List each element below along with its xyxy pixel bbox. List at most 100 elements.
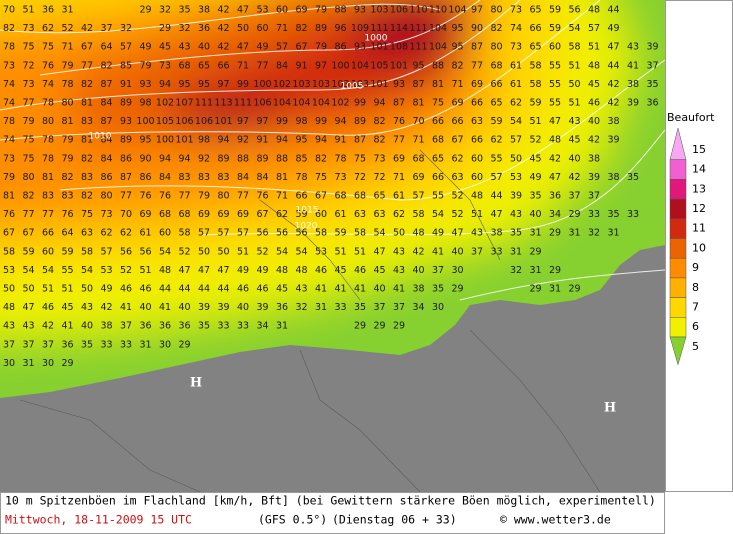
grid-value: 31 (22, 358, 34, 369)
grid-value: 76 (61, 209, 73, 220)
grid-value: 78 (3, 116, 15, 127)
grid-value: 59 (61, 246, 73, 257)
legend: Beaufort 15 14 13 12 11 10 9 8 7 6 5 (667, 111, 715, 366)
grid-value: 105 (156, 116, 174, 127)
grid-value: 42 (412, 246, 424, 257)
grid-value: 41 (159, 302, 171, 313)
grid-value: 75 (315, 172, 327, 183)
grid-value: 79 (3, 172, 15, 183)
grid-value: 57 (237, 228, 249, 239)
grid-value: 79 (315, 5, 327, 16)
grid-value: 82 (3, 23, 15, 34)
grid-value: 104 (312, 98, 330, 109)
grid-value: 80 (490, 42, 502, 53)
grid-value: 82 (373, 116, 385, 127)
grid-value: 36 (646, 98, 658, 109)
grid-value: 91 (295, 60, 307, 71)
grid-value: 72 (22, 60, 34, 71)
grid-value: 30 (42, 358, 54, 369)
grid-value: 54 (510, 116, 522, 127)
grid-value: 70 (120, 209, 132, 220)
grid-value: 42 (549, 153, 561, 164)
grid-value: 46 (354, 265, 366, 276)
grid-value: 73 (3, 60, 15, 71)
grid-value: 100 (331, 60, 349, 71)
grid-value: 46 (315, 265, 327, 276)
grid-value: 93 (139, 79, 151, 90)
grid-value: 75 (354, 153, 366, 164)
grid-value: 33 (334, 302, 346, 313)
grid-value: 73 (100, 209, 112, 220)
grid-value: 89 (315, 23, 327, 34)
grid-value: 62 (451, 153, 463, 164)
grid-value: 66 (471, 135, 483, 146)
grid-value: 67 (256, 209, 268, 220)
grid-value: 81 (42, 172, 54, 183)
grid-value: 76 (42, 60, 54, 71)
grid-value: 69 (393, 153, 405, 164)
grid-value: 89 (120, 98, 132, 109)
grid-value: 68 (490, 60, 502, 71)
grid-value: 87 (120, 172, 132, 183)
grid-value: 78 (42, 153, 54, 164)
legend-swatch (669, 159, 687, 180)
grid-value: 31 (529, 228, 541, 239)
grid-value: 62 (510, 98, 522, 109)
grid-value: 29 (451, 284, 463, 295)
grid-value: 71 (276, 191, 288, 202)
grid-value: 77 (42, 209, 54, 220)
grid-value: 102 (273, 79, 291, 90)
grid-value: 104 (292, 98, 310, 109)
grid-value: 67 (451, 135, 463, 146)
grid-value: 93 (354, 5, 366, 16)
grid-value: 63 (451, 172, 463, 183)
legend-label: 10 (692, 241, 706, 254)
grid-value: 82 (81, 191, 93, 202)
grid-value: 35 (354, 302, 366, 313)
grid-value: 32 (295, 302, 307, 313)
grid-value: 95 (198, 79, 210, 90)
grid-value: 50 (393, 228, 405, 239)
legend-swatch (669, 257, 687, 279)
grid-value: 77 (178, 191, 190, 202)
grid-value: 41 (334, 284, 346, 295)
grid-value: 84 (159, 172, 171, 183)
grid-value: 61 (510, 60, 522, 71)
grid-value: 73 (334, 172, 346, 183)
grid-value: 96 (334, 23, 346, 34)
grid-value: 61 (393, 191, 405, 202)
grid-value: 87 (100, 79, 112, 90)
footer-run: (Dienstag 06 + 33) (332, 513, 457, 527)
grid-value: 42 (217, 23, 229, 34)
grid-value: 33 (588, 209, 600, 220)
grid-value: 71 (276, 23, 288, 34)
grid-value: 66 (432, 172, 444, 183)
legend-swatch (669, 297, 687, 318)
grid-value: 45 (61, 302, 73, 313)
legend-swatch (669, 277, 687, 298)
grid-value: 36 (178, 321, 190, 332)
grid-value: 59 (529, 98, 541, 109)
grid-value: 46 (139, 284, 151, 295)
grid-value: 40 (198, 42, 210, 53)
grid-value: 41 (120, 302, 132, 313)
grid-value: 111 (370, 23, 388, 34)
grid-value: 36 (198, 23, 210, 34)
grid-value: 58 (354, 228, 366, 239)
grid-value: 77 (22, 98, 34, 109)
grid-value: 51 (568, 60, 580, 71)
grid-value: 100 (136, 116, 154, 127)
grid-value: 55 (549, 79, 561, 90)
grid-value: 95 (451, 23, 463, 34)
grid-value: 40 (178, 302, 190, 313)
grid-value: 105 (370, 60, 388, 71)
grid-value: 39 (588, 172, 600, 183)
grid-value: 67 (81, 42, 93, 53)
grid-value: 94 (178, 153, 190, 164)
grid-value: 39 (627, 98, 639, 109)
grid-value: 83 (178, 172, 190, 183)
grid-value: 69 (295, 5, 307, 16)
grid-value: 70 (3, 5, 15, 16)
grid-value: 91 (334, 135, 346, 146)
grid-value: 76 (3, 209, 15, 220)
